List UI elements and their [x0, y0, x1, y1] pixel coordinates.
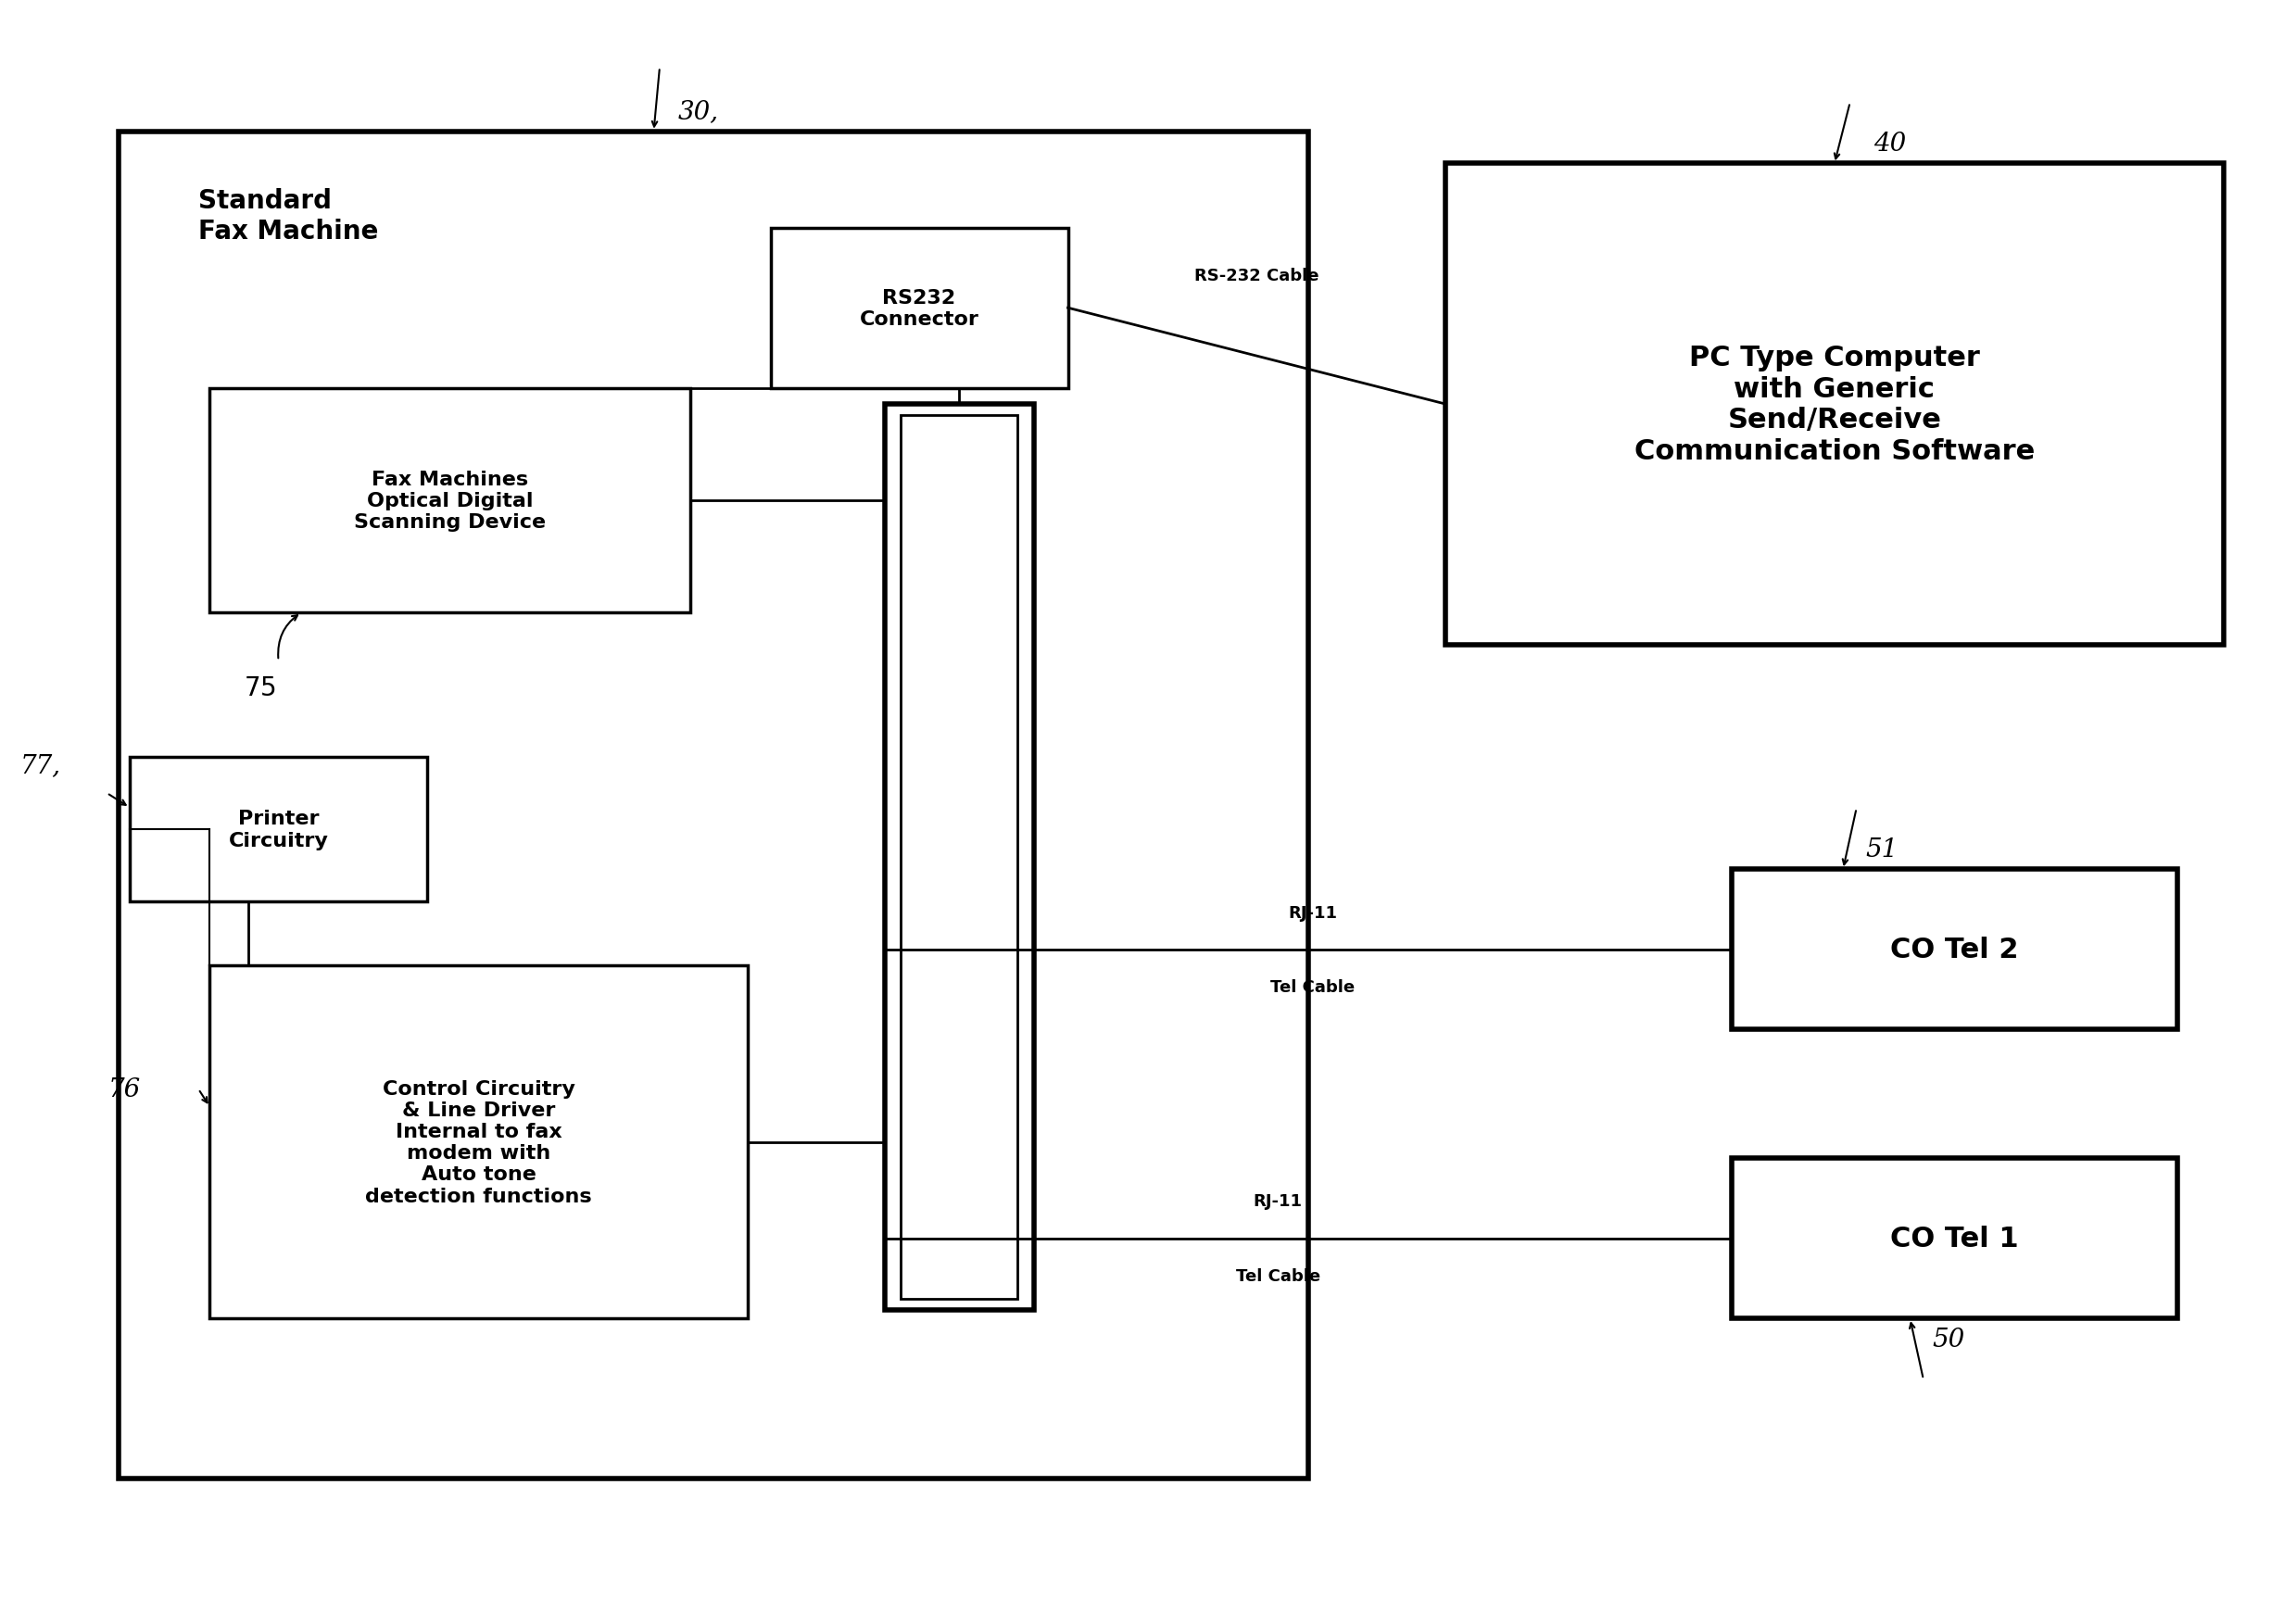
Bar	[119, 132, 1309, 1479]
Text: CO Tel 1: CO Tel 1	[1890, 1224, 2018, 1252]
Text: PC Type Computer
with Generic
Send/Receive
Communication Software: PC Type Computer with Generic Send/Recei…	[1635, 345, 2034, 464]
Text: Control Circuitry
& Line Driver
Internal to fax
modem with
Auto tone
detection f: Control Circuitry & Line Driver Internal…	[365, 1079, 592, 1205]
Bar	[1446, 164, 2223, 644]
Text: RJ-11: RJ-11	[1254, 1192, 1302, 1210]
Bar	[884, 404, 1033, 1310]
Bar	[209, 388, 691, 614]
Text: RS232
Connector: RS232 Connector	[859, 288, 978, 329]
Text: 51: 51	[1864, 836, 1899, 862]
Text: Tel Cable: Tel Cable	[1270, 978, 1355, 996]
Text: CO Tel 2: CO Tel 2	[1890, 936, 2018, 963]
Text: Fax Machines
Optical Digital
Scanning Device: Fax Machines Optical Digital Scanning De…	[354, 470, 546, 532]
Text: RJ-11: RJ-11	[1288, 904, 1336, 921]
Text: 30,: 30,	[677, 100, 719, 124]
Text: 76: 76	[108, 1076, 140, 1102]
Text: 50: 50	[1933, 1326, 1965, 1352]
Text: RS-232 Cable: RS-232 Cable	[1194, 267, 1318, 285]
Text: Tel Cable: Tel Cable	[1235, 1268, 1320, 1284]
Bar	[1731, 870, 2177, 1029]
Text: $\mathit{75}$: $\mathit{75}$	[243, 677, 276, 701]
Bar	[771, 229, 1068, 388]
Bar	[209, 967, 748, 1318]
Bar	[129, 757, 427, 902]
Text: Standard
Fax Machine: Standard Fax Machine	[197, 188, 379, 245]
Text: 40: 40	[1874, 130, 1906, 156]
Text: Printer
Circuitry: Printer Circuitry	[230, 810, 328, 849]
Text: 77,: 77,	[21, 752, 62, 778]
Bar	[900, 416, 1017, 1300]
Bar	[1731, 1158, 2177, 1318]
